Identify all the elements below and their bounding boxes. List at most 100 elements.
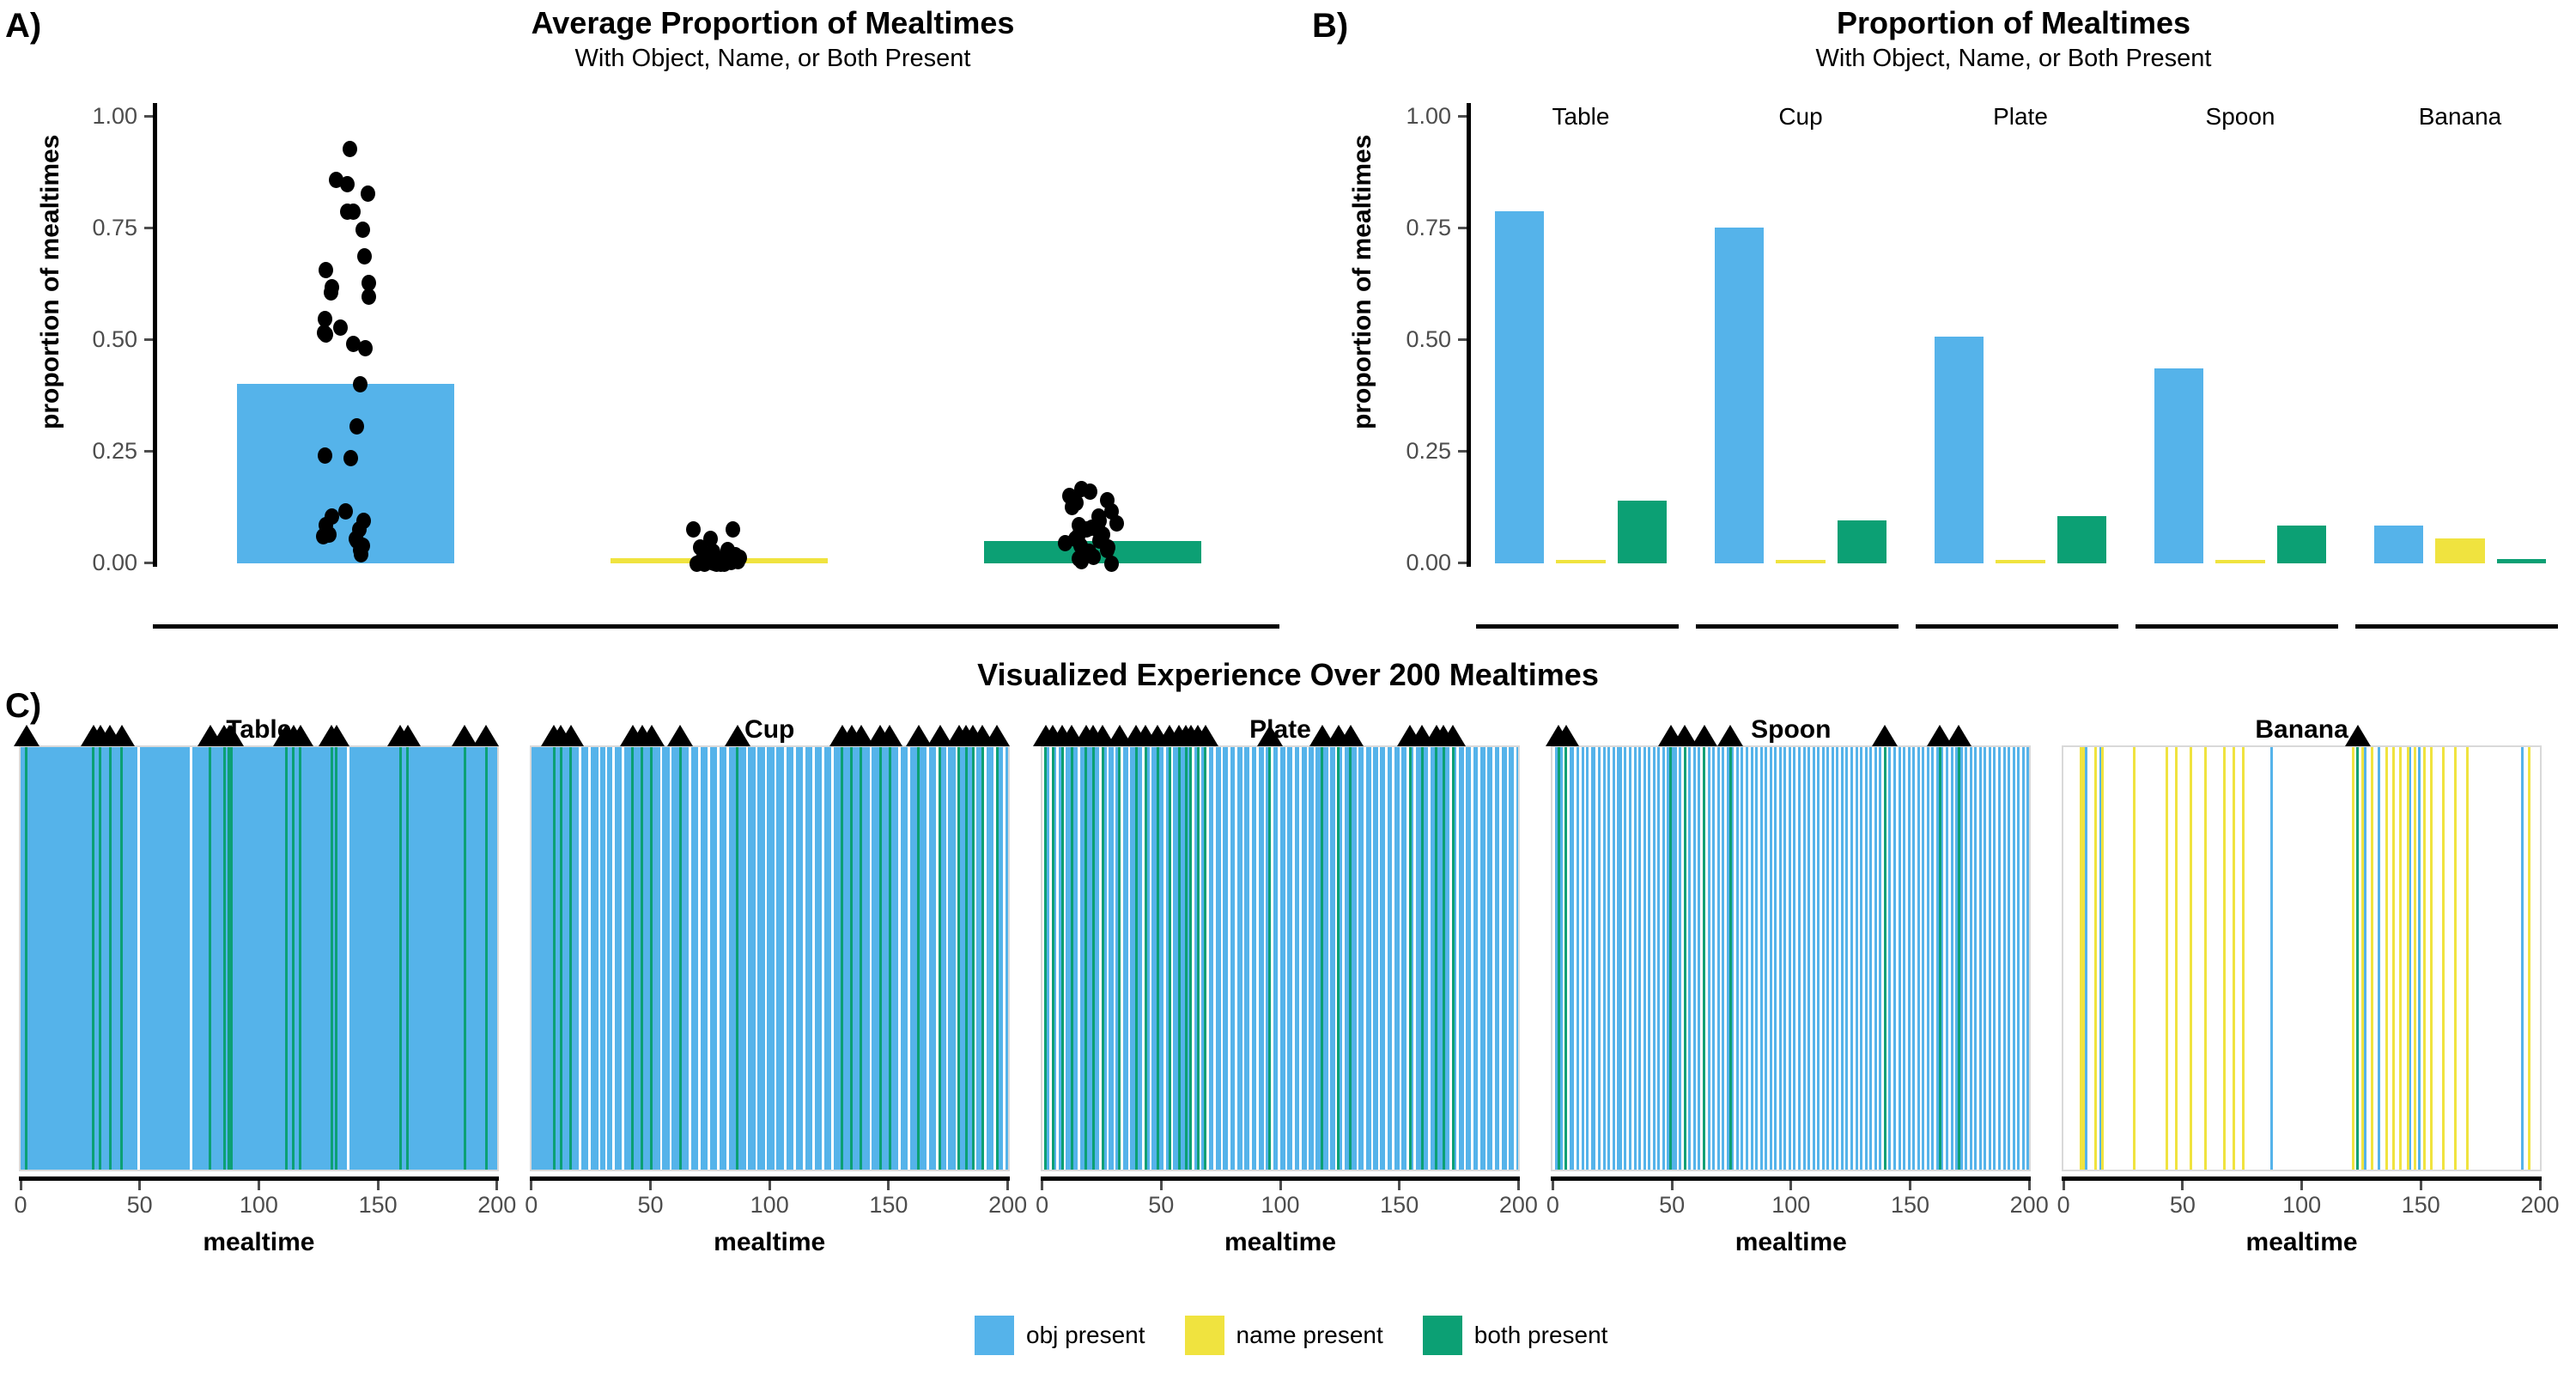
panel-c-stripe-both	[650, 747, 653, 1170]
panel-c-stripe-obj	[58, 747, 62, 1170]
panel-c-stripe-obj	[798, 747, 801, 1170]
panel-c-facet-label-banana: Banana	[2255, 715, 2348, 744]
panel-c-stripe-obj	[441, 747, 445, 1170]
panel-b-xaxis-spoon	[2136, 624, 2338, 629]
panel-c-xtick-cup-100	[768, 1181, 771, 1190]
panel-c-stripe-obj	[154, 747, 157, 1170]
panel-c-stripe-obj	[111, 747, 114, 1170]
panel-c-stripe-obj	[380, 747, 383, 1170]
legend-item-name[interactable]: name present	[1184, 1316, 1383, 1355]
panel-b-xaxis-table	[1476, 624, 1679, 629]
panel-c-stripe-obj	[387, 747, 391, 1170]
panel-c-both-marker	[667, 725, 694, 746]
panel-c-stripe-obj	[2363, 747, 2366, 1170]
panel-c-stripe-both	[964, 747, 968, 1170]
panel-c-stripe-obj	[988, 747, 992, 1170]
panel-c-stripe-obj	[1783, 747, 1787, 1170]
panel-c-stripe-obj	[1998, 747, 2002, 1170]
panel-c-stripe-obj	[127, 747, 131, 1170]
panel-c-stripe-obj	[893, 747, 896, 1170]
panel-c-stripe-obj	[447, 747, 450, 1170]
panel-c-stripe-obj	[1735, 747, 1739, 1170]
panel-c-stripe-both	[1177, 747, 1181, 1170]
panel-a-point	[343, 140, 358, 157]
panel-c-stripe-obj	[1509, 747, 1512, 1170]
panel-c-stripe-obj	[306, 747, 309, 1170]
panel-c-both-marker	[287, 725, 313, 746]
panel-c-stripe-obj	[1624, 747, 1627, 1170]
panel-c-stripe-obj	[890, 747, 894, 1170]
panel-c-stripe-name	[2370, 747, 2373, 1170]
panel-c-stripe-obj	[536, 747, 539, 1170]
panel-c-stripe-obj	[884, 747, 887, 1170]
panel-c-stripe-obj	[1072, 747, 1076, 1170]
panel-c-stripe-obj	[125, 747, 128, 1170]
panel-c-stripe-obj	[1945, 747, 1948, 1170]
panel-c-stripe-obj	[175, 747, 179, 1170]
panel-c-stripe-obj	[492, 747, 495, 1170]
panel-c-stripe-name	[2391, 747, 2395, 1170]
panel-c-stripe-obj	[409, 747, 412, 1170]
panel-c-stripe-obj	[363, 747, 367, 1170]
panel-c-stripe-obj	[1182, 747, 1186, 1170]
panel-c-stripe-obj	[1282, 747, 1285, 1170]
panel-c-stripe-obj	[1555, 747, 1558, 1170]
panel-c-stripe-obj	[557, 747, 561, 1170]
panel-c-stripe-both	[1703, 747, 1706, 1170]
panel-c-stripe-obj	[788, 747, 792, 1170]
panel-c-stripe-obj	[1577, 747, 1580, 1170]
panel-c-stripe-obj	[967, 747, 970, 1170]
panel-c-both-marker	[1192, 725, 1218, 746]
legend-item-both[interactable]: both present	[1422, 1316, 1607, 1355]
panel-c-stripe-obj	[130, 747, 133, 1170]
panel-c-stripe-obj	[2017, 747, 2020, 1170]
panel-c-stripe-obj	[835, 747, 839, 1170]
panel-c-stripe-obj	[303, 747, 307, 1170]
panel-c-stripe-obj	[540, 747, 544, 1170]
panel-c-stripe-name	[2166, 747, 2169, 1170]
panel-c-stripe-obj	[712, 747, 715, 1170]
panel-c-stripe-obj	[1303, 747, 1307, 1170]
panel-c-stripe-obj	[2099, 747, 2102, 1170]
panel-c-stripe-obj	[268, 747, 271, 1170]
panel-c-xticklabel-cup-50: 50	[637, 1192, 664, 1218]
panel-c-stripe-obj	[1289, 747, 1292, 1170]
panel-c-stripe-name	[2203, 747, 2207, 1170]
panel-c-stripe-obj	[277, 747, 281, 1170]
panel-c-stripe-obj	[1817, 747, 1820, 1170]
panel-c-stripe-obj	[924, 747, 927, 1170]
panel-c-stripe-obj	[728, 747, 732, 1170]
panel-c-stripe-obj	[1969, 747, 1972, 1170]
panel-c-stripe-obj	[413, 747, 416, 1170]
panel-c-stripe-both	[209, 747, 212, 1170]
panel-c-stripe-both	[1184, 747, 1188, 1170]
panel-c-stripe-obj	[1874, 747, 1877, 1170]
panel-a-point	[1100, 541, 1115, 558]
panel-c-stripe-obj	[177, 747, 180, 1170]
panel-c-stripe-obj	[762, 747, 765, 1170]
panel-c-stripe-obj	[1494, 747, 1498, 1170]
panel-c-stripe-obj	[1054, 747, 1057, 1170]
panel-c-stripe-obj	[1418, 747, 1421, 1170]
panel-c-stripe-obj	[1137, 747, 1140, 1170]
panel-c-raster-plate	[1040, 745, 1521, 1171]
panel-c-xlabel-table: mealtime	[203, 1228, 315, 1256]
panel-c-stripe-obj	[1959, 747, 1963, 1170]
panel-c-stripe-obj	[750, 747, 753, 1170]
panel-a-point	[339, 203, 355, 220]
panel-c-stripe-obj	[571, 747, 574, 1170]
panel-c-stripe-obj	[696, 747, 699, 1170]
panel-c-stripe-obj	[1361, 747, 1364, 1170]
panel-c-stripe-obj	[800, 747, 804, 1170]
panel-c-stripe-obj	[351, 747, 355, 1170]
panel-c-stripe-obj	[1741, 747, 1744, 1170]
panel-c-stripe-obj	[1468, 747, 1472, 1170]
panel-c-stripe-obj	[51, 747, 54, 1170]
panel-a-point	[709, 555, 725, 572]
panel-c-stripe-obj	[1793, 747, 1796, 1170]
panel-a-point	[361, 275, 376, 292]
panel-a-points	[159, 115, 1279, 572]
legend-item-obj[interactable]: obj present	[975, 1316, 1145, 1355]
panel-c-stripe-both	[1321, 747, 1324, 1170]
panel-c-stripe-obj	[567, 747, 570, 1170]
